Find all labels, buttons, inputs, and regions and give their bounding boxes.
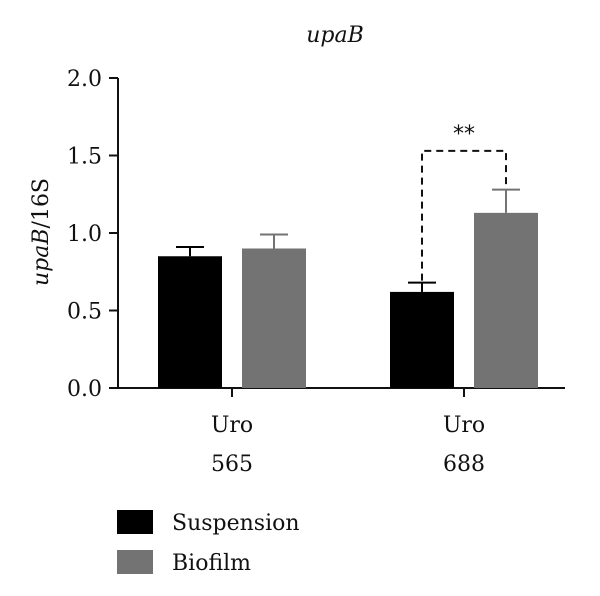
x-category-label-line1: Uro — [211, 413, 253, 438]
bars — [158, 212, 538, 388]
y-tick-label: 0.0 — [67, 377, 102, 402]
significance-label: ** — [453, 122, 475, 147]
legend-label-suspension: Suspension — [172, 511, 300, 536]
y-axis-label-rest: /16S — [29, 178, 54, 228]
y-tick-label: 0.5 — [67, 300, 102, 325]
legend-swatch-biofilm — [117, 550, 153, 574]
legend: Suspension Biofilm — [117, 510, 300, 576]
bar-suspension-1 — [390, 291, 454, 388]
significance-bracket — [421, 149, 507, 281]
axes: 0.0 0.5 1.0 1.5 2.0 Uro 565 Uro 688 — [67, 67, 565, 477]
chart-title: upaB — [306, 23, 364, 48]
y-axis-label-italic: upaB — [29, 228, 54, 286]
y-axis-label: upaB/16S — [29, 178, 54, 286]
error-bars — [176, 188, 520, 292]
bar-suspension-0 — [158, 256, 222, 388]
bar-biofilm-1 — [474, 212, 538, 388]
bar-biofilm-0 — [242, 248, 306, 388]
legend-label-biofilm: Biofilm — [172, 551, 251, 576]
x-category-label-line2: 688 — [443, 452, 485, 477]
y-tick-label: 1.5 — [67, 145, 102, 170]
y-tick-label: 2.0 — [67, 67, 102, 92]
x-category-label-line2: 565 — [211, 452, 253, 477]
significance-annotation: ** — [421, 122, 507, 281]
legend-swatch-suspension — [117, 510, 153, 534]
x-category-label-line1: Uro — [443, 413, 485, 438]
y-tick-label: 1.0 — [67, 222, 102, 247]
